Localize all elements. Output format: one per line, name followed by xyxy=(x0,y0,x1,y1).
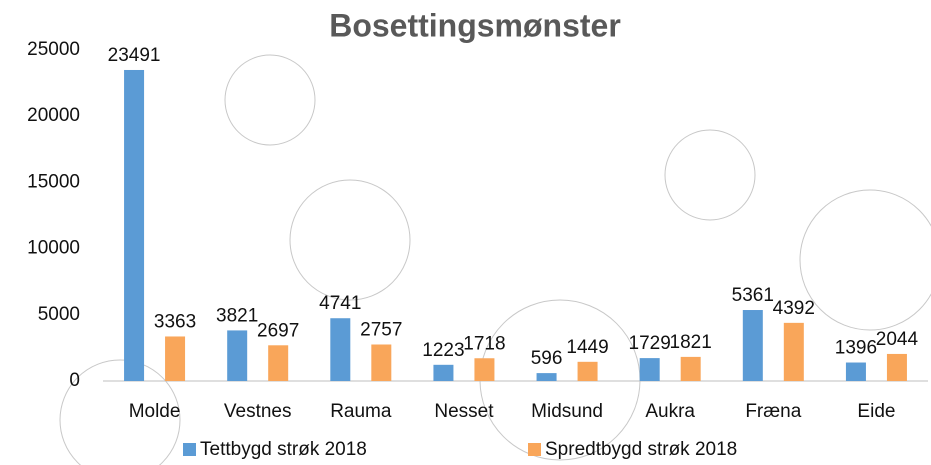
y-tick-label: 25000 xyxy=(27,39,80,60)
legend-swatch xyxy=(528,443,541,456)
bar xyxy=(536,373,557,381)
x-tick-label: Aukra xyxy=(645,401,695,422)
data-label: 3821 xyxy=(216,305,258,326)
bar xyxy=(845,362,866,381)
data-label: 1449 xyxy=(566,337,608,358)
data-label: 4392 xyxy=(773,298,815,319)
legend-label: Tettbygd strøk 2018 xyxy=(200,439,367,460)
y-tick-label: 10000 xyxy=(27,238,80,259)
bar xyxy=(124,69,145,381)
data-label: 1718 xyxy=(463,333,505,354)
data-label: 4741 xyxy=(319,293,361,314)
bar xyxy=(433,364,454,381)
data-label: 1396 xyxy=(835,338,877,359)
x-tick-label: Midsund xyxy=(531,401,603,422)
y-tick-label: 15000 xyxy=(27,171,80,192)
bar xyxy=(165,336,186,381)
bar xyxy=(371,344,392,381)
x-tick-label: Fræna xyxy=(745,401,801,422)
data-label: 3363 xyxy=(154,311,196,332)
data-label: 1821 xyxy=(670,332,712,353)
bar xyxy=(783,322,804,381)
bar xyxy=(474,358,495,381)
bar xyxy=(577,361,598,381)
bar xyxy=(268,345,289,381)
x-tick-label: Eide xyxy=(857,401,895,422)
bar xyxy=(742,310,763,381)
data-label: 2044 xyxy=(876,329,919,350)
bar xyxy=(227,330,248,381)
x-tick-label: Molde xyxy=(129,401,181,422)
y-tick-label: 0 xyxy=(69,370,80,391)
data-label: 596 xyxy=(531,348,563,369)
x-tick-label: Rauma xyxy=(330,401,392,422)
bar xyxy=(886,353,907,381)
legend-swatch xyxy=(183,443,196,456)
bar xyxy=(680,356,701,381)
data-label: 1223 xyxy=(422,340,464,361)
x-tick-label: Vestnes xyxy=(224,401,292,422)
chart-title: Bosettingsmønster xyxy=(329,7,621,43)
data-label: 2757 xyxy=(360,320,402,341)
x-tick-label: Nesset xyxy=(434,401,494,422)
data-label: 2697 xyxy=(257,320,299,341)
bar xyxy=(639,358,660,381)
data-label: 5361 xyxy=(732,285,774,306)
y-tick-label: 5000 xyxy=(38,304,80,325)
bar xyxy=(330,318,351,381)
legend-label: Spredtbygd strøk 2018 xyxy=(545,439,737,460)
data-label: 1729 xyxy=(629,333,671,354)
y-tick-label: 20000 xyxy=(27,105,80,126)
data-label: 23491 xyxy=(108,45,161,66)
